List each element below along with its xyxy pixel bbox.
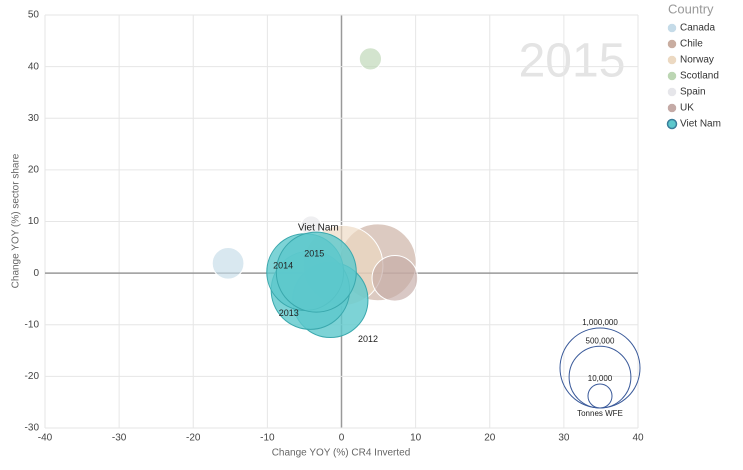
legend-label[interactable]: Viet Nam [680,119,721,130]
legend-label[interactable]: Chile [680,39,703,50]
series-label: Viet Nam [298,223,339,234]
legend-label[interactable]: Norway [680,55,714,66]
x-tick-label: -10 [260,433,275,444]
x-tick-label: 0 [339,433,345,444]
legend-swatch[interactable] [667,87,677,97]
y-tick-label: 30 [28,113,40,124]
bubble[interactable] [371,254,419,302]
point-label: 2012 [358,334,378,344]
legend-swatch[interactable] [667,39,677,49]
y-tick-label: 0 [33,268,39,279]
point-label: 2014 [273,261,293,271]
legend-swatch[interactable] [667,103,677,113]
legend-label[interactable]: Scotland [680,71,719,82]
size-legend-title: Tonnes WFE [577,409,623,418]
y-tick-label: -20 [25,371,40,382]
size-legend-label: 1,000,000 [582,318,618,327]
x-tick-label: 20 [484,433,496,444]
x-tick-label: -20 [186,433,201,444]
legend-swatch[interactable] [667,71,677,81]
size-legend-label: 500,000 [586,336,615,345]
bubble[interactable] [358,47,383,71]
y-tick-label: 10 [28,216,40,227]
legend-label[interactable]: Spain [680,87,706,98]
y-tick-label: -30 [25,423,40,434]
play-axis-watermark: 2015 [519,35,626,88]
x-tick-label: -30 [112,433,127,444]
y-tick-label: -10 [25,319,40,330]
bubble[interactable] [275,231,357,313]
y-axis-title: Change YOY (%) sector share [11,153,22,288]
x-tick-label: 40 [632,433,644,444]
legend-swatch[interactable] [667,23,677,33]
x-tick-label: 30 [558,433,570,444]
point-label: 2015 [304,248,324,258]
legend-swatch[interactable] [667,55,677,65]
x-tick-label: -40 [38,433,53,444]
y-tick-label: 40 [28,61,40,72]
y-tick-label: 20 [28,165,40,176]
size-legend-label: 10,000 [588,374,613,383]
bubble[interactable] [211,246,245,280]
y-tick-label: 50 [28,10,40,21]
legend-title: Country [668,1,714,16]
point-label: 2013 [279,308,299,318]
size-legend-circle [587,383,613,409]
legend-label[interactable]: UK [680,103,694,114]
x-axis-title: Change YOY (%) CR4 Inverted [272,448,411,459]
legend-label[interactable]: Canada [680,23,715,34]
legend-swatch[interactable] [666,118,678,130]
x-tick-label: 10 [410,433,422,444]
